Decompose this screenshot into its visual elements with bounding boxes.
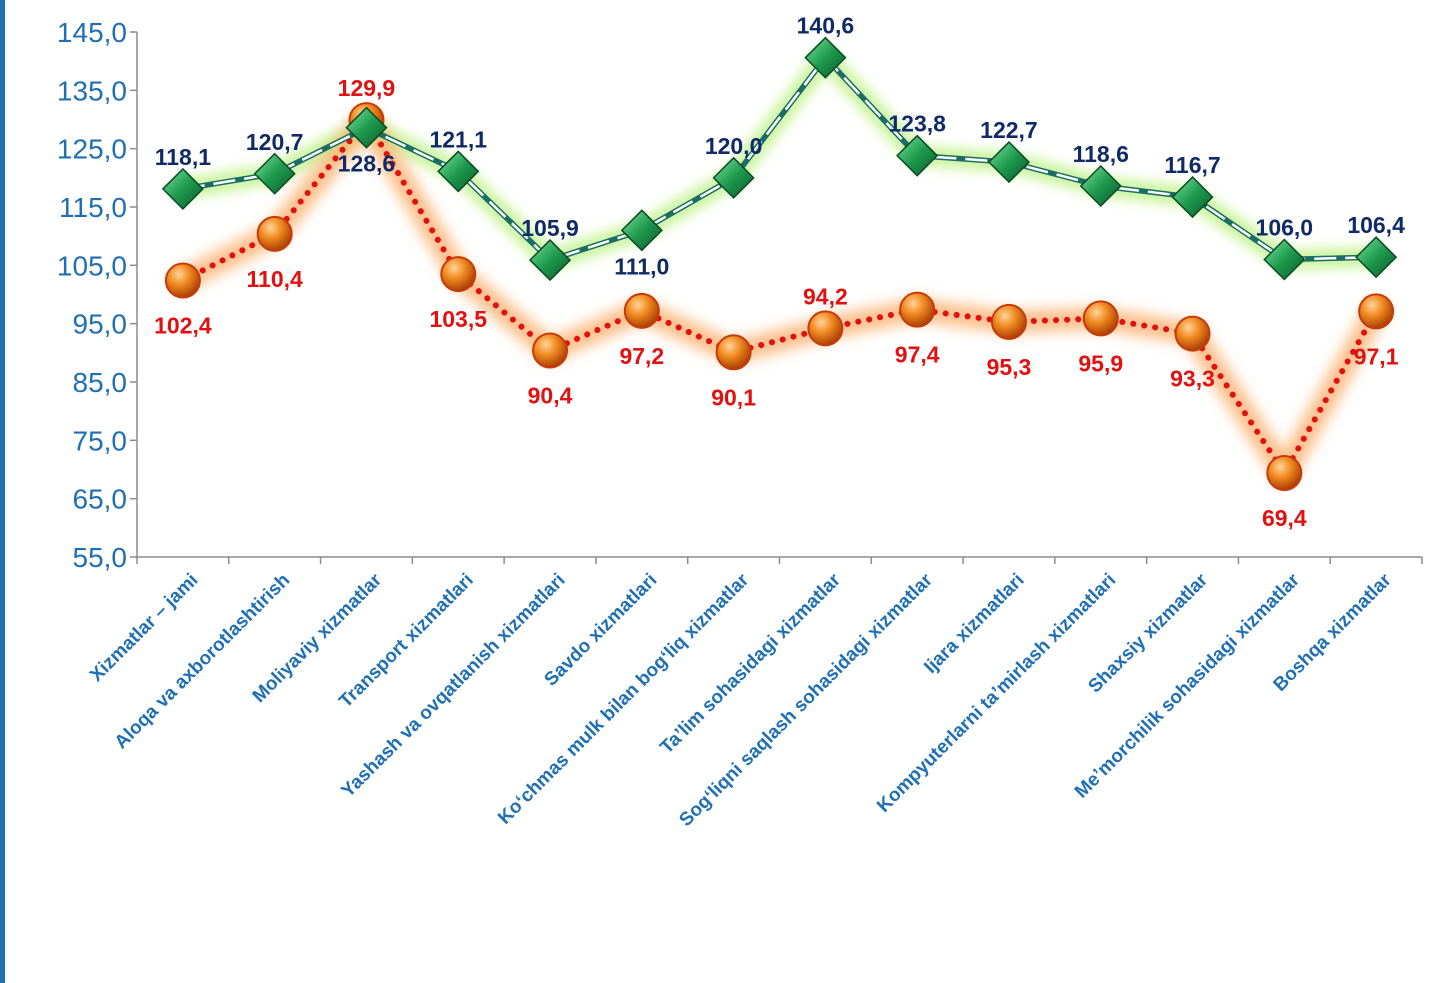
series-2-data-label: 95,9 (1078, 350, 1123, 376)
series-1-point (712, 156, 755, 199)
y-tick-label: 55,0 (73, 542, 128, 573)
series-2-data-label: 103,5 (429, 306, 487, 332)
series-2-point (715, 334, 752, 371)
y-tick-label: 65,0 (73, 484, 128, 515)
series-1-data-label: 120,7 (246, 129, 304, 155)
series-1-point (161, 167, 204, 210)
series-1-data-label: 105,9 (521, 215, 579, 241)
series-1-data-label: 122,7 (980, 117, 1038, 143)
series-2-data-label: 97,1 (1354, 343, 1399, 369)
x-tick-label: Aloqa va axborotlashtirish (111, 570, 295, 754)
series-2-point (1082, 300, 1119, 337)
series-2-point (990, 303, 1027, 340)
series-1-point (528, 239, 572, 282)
series-1-point (1355, 236, 1398, 279)
series-2-data-label: 97,2 (619, 343, 664, 369)
series-1-data-label: 118,6 (1073, 141, 1129, 167)
series-1-point (804, 36, 847, 79)
series-2-point (164, 262, 201, 299)
series-1-data-label: 118,1 (155, 144, 211, 170)
series-1-point (1079, 164, 1122, 208)
series-2-data-label: 90,4 (528, 383, 573, 409)
series-2-data-label: 95,3 (987, 354, 1032, 380)
left-accent-bar (0, 0, 5, 983)
series-1-data-label: 106,0 (1256, 215, 1314, 241)
series-2-point (1174, 315, 1211, 352)
series-1-point (1263, 238, 1306, 281)
y-tick-label: 135,0 (57, 75, 127, 106)
series-2-data-label: 94,2 (803, 283, 848, 309)
series-1-data-label: 106,4 (1347, 212, 1405, 238)
series-1-data-label: 123,8 (888, 111, 946, 137)
y-tick-label: 85,0 (73, 367, 128, 398)
axes: 55,0 65,0 75,0 85,0 95,0 105,0 115,0 125,0 135,0… (57, 17, 1423, 573)
data-labels: 118,1 120,7 128,6 121,1 105,9 111,0 120,0 140,6… (154, 13, 1405, 531)
series-1-data-label: 121,1 (429, 126, 487, 152)
series-1-point (896, 134, 939, 177)
series-1-point (1171, 176, 1214, 219)
series-2-data-label: 90,1 (711, 384, 756, 410)
series-1-point (620, 209, 663, 252)
series-1-data-label: 140,6 (797, 13, 855, 39)
series-1-data-label: 116,7 (1164, 152, 1220, 178)
y-tick-label: 115,0 (59, 192, 127, 223)
series-2-point (899, 291, 936, 328)
series-1-data-label: 120,0 (705, 133, 763, 159)
y-tick-label: 125,0 (57, 134, 127, 165)
series-1-point (437, 150, 480, 193)
series-2-point (1358, 293, 1395, 330)
series-1-point (345, 106, 388, 149)
series-2-point (807, 310, 844, 347)
series-2-point (1266, 455, 1303, 491)
y-tick-label: 95,0 (73, 309, 128, 340)
series-1-point (253, 152, 296, 195)
series-2-point (623, 292, 660, 329)
series-2-data-label: 97,4 (895, 342, 940, 368)
series-2-point (440, 256, 477, 293)
y-tick-label: 145,0 (57, 17, 127, 48)
series-2-data-label: 129,9 (338, 75, 396, 101)
series-markers (161, 36, 1398, 491)
y-tick-label: 105,0 (57, 250, 127, 281)
series-2-data-label: 102,4 (154, 313, 212, 339)
y-tick-label: 75,0 (73, 425, 128, 456)
series-2-data-label: 110,4 (247, 266, 303, 292)
series-2-point (532, 332, 569, 369)
series-1-line (182, 56, 1377, 262)
series-2-data-label: 69,4 (1262, 505, 1307, 531)
series-1-data-label: 111,0 (614, 253, 669, 279)
series-1-point (987, 141, 1031, 184)
x-tick-label: Ta’lim sohasidagi xizmatlar (656, 569, 845, 758)
series-2-data-label: 93,3 (1170, 366, 1215, 392)
series-2-point (256, 215, 293, 252)
series-1-data-label: 128,6 (338, 151, 396, 177)
